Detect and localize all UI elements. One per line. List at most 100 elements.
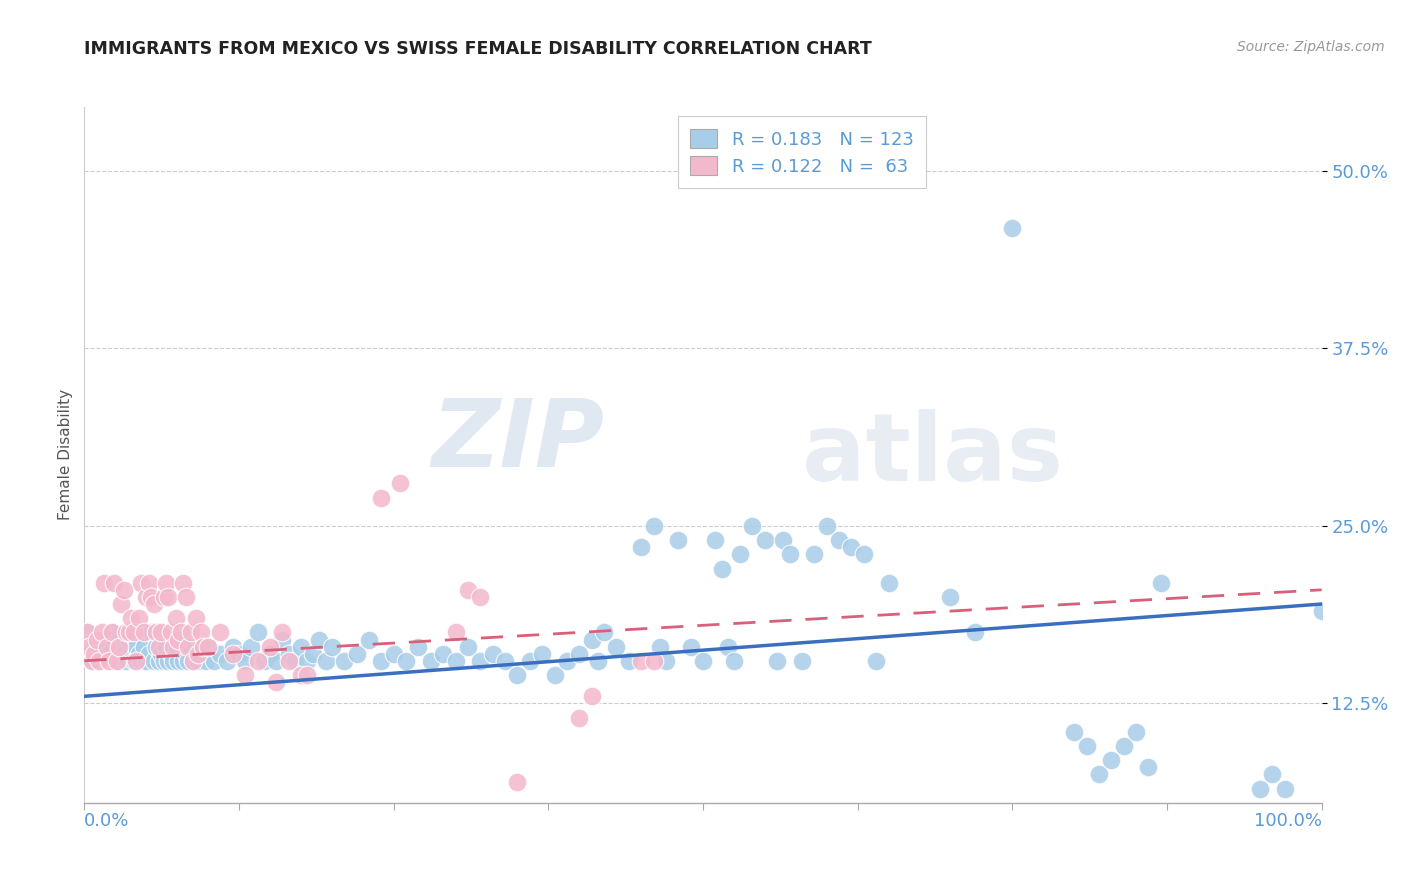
Point [741, 519, 763, 533]
Point [115, 625, 138, 640]
Point [655, 654, 678, 668]
Point [177, 640, 200, 654]
Point [191, 647, 214, 661]
Point [630, 540, 652, 554]
Point [187, 647, 209, 661]
Point [1150, 575, 1173, 590]
Point [754, 533, 776, 548]
Point [129, 575, 152, 590]
Point [295, 654, 318, 668]
Text: IMMIGRANTS FROM MEXICO VS SWISS FEMALE DISABILITY CORRELATION CHART: IMMIGRANTS FROM MEXICO VS SWISS FEMALE D… [84, 40, 872, 58]
Point [89, 654, 111, 668]
Point [96, 654, 118, 668]
Point [346, 647, 368, 661]
Point [333, 654, 356, 668]
Point [138, 575, 160, 590]
Point [187, 654, 209, 668]
Point [586, 654, 609, 668]
Point [593, 625, 616, 640]
Point [80, 654, 103, 668]
Point [790, 654, 813, 668]
Point [105, 647, 128, 661]
Point [723, 654, 745, 668]
Point [155, 640, 177, 654]
Point [271, 632, 294, 647]
Point [246, 654, 269, 668]
Point [710, 561, 733, 575]
Point [457, 640, 479, 654]
Point [160, 625, 183, 640]
Point [197, 640, 219, 654]
Point [506, 668, 529, 682]
Point [167, 632, 190, 647]
Point [118, 625, 141, 640]
Point [167, 654, 190, 668]
Point [444, 625, 467, 640]
Point [253, 654, 276, 668]
Point [120, 647, 142, 661]
Point [100, 625, 122, 640]
Point [240, 640, 263, 654]
Point [679, 640, 702, 654]
Point [86, 647, 108, 661]
Point [1112, 739, 1135, 753]
Point [162, 654, 184, 668]
Point [90, 625, 112, 640]
Point [170, 625, 193, 640]
Point [98, 640, 121, 654]
Point [155, 575, 177, 590]
Point [581, 632, 603, 647]
Point [141, 625, 163, 640]
Text: atlas: atlas [801, 409, 1063, 501]
Point [246, 625, 269, 640]
Point [172, 575, 194, 590]
Point [395, 654, 418, 668]
Point [1088, 767, 1111, 781]
Point [150, 625, 173, 640]
Point [181, 654, 204, 668]
Point [728, 547, 751, 561]
Point [190, 625, 212, 640]
Point [135, 654, 157, 668]
Point [419, 654, 441, 668]
Point [1249, 781, 1271, 796]
Point [1274, 781, 1296, 796]
Text: Source: ZipAtlas.com: Source: ZipAtlas.com [1237, 40, 1385, 54]
Point [184, 611, 207, 625]
Point [145, 625, 167, 640]
Point [290, 668, 312, 682]
Point [148, 640, 170, 654]
Point [494, 654, 516, 668]
Point [481, 647, 503, 661]
Point [141, 590, 163, 604]
Point [209, 625, 232, 640]
Point [165, 611, 187, 625]
Point [96, 640, 118, 654]
Point [228, 647, 250, 661]
Point [828, 533, 851, 548]
Point [103, 654, 125, 668]
Point [568, 647, 591, 661]
Point [120, 611, 142, 625]
Point [295, 668, 318, 682]
Point [93, 647, 115, 661]
Y-axis label: Female Disability: Female Disability [58, 389, 73, 521]
Point [98, 654, 121, 668]
Point [118, 632, 141, 647]
Text: ZIP: ZIP [432, 395, 605, 487]
Point [1310, 604, 1333, 618]
Point [779, 547, 801, 561]
Point [174, 590, 197, 604]
Point [142, 597, 165, 611]
Point [506, 774, 529, 789]
Point [209, 647, 232, 661]
Point [939, 590, 962, 604]
Point [180, 640, 202, 654]
Point [150, 647, 173, 661]
Point [160, 647, 183, 661]
Point [1076, 739, 1098, 753]
Point [841, 540, 863, 554]
Point [1261, 767, 1284, 781]
Point [648, 640, 671, 654]
Point [184, 647, 207, 661]
